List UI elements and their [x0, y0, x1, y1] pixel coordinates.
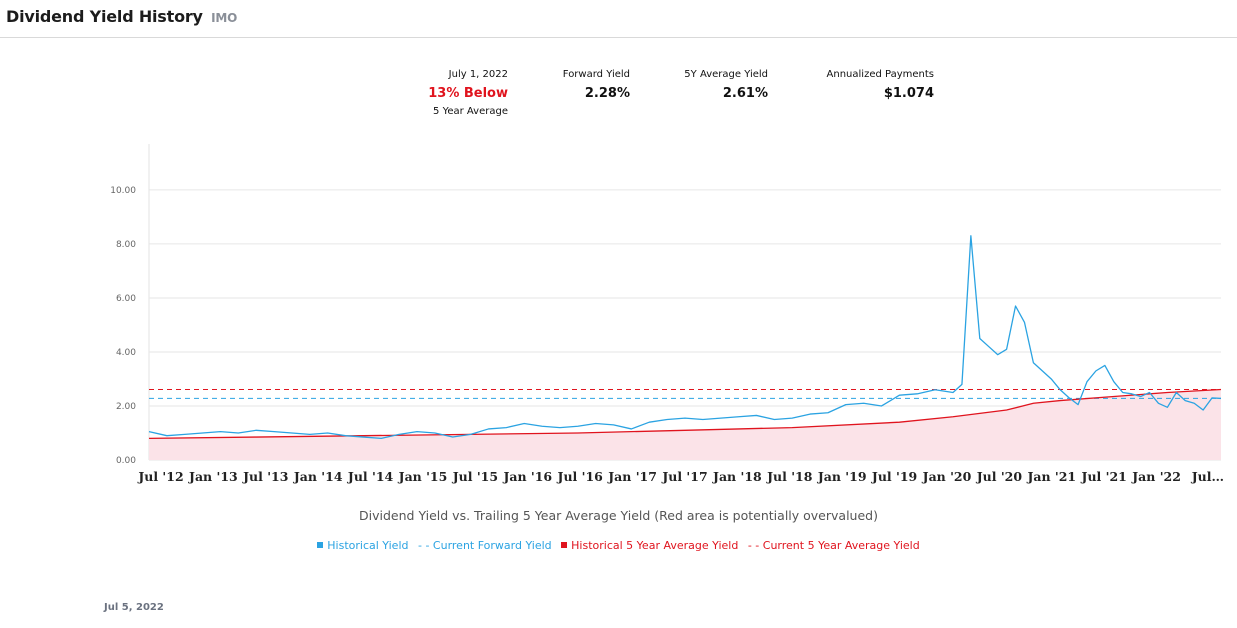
footer-date: Jul 5, 2022 — [104, 602, 164, 613]
x-tick-label: Jul '15 — [452, 469, 498, 484]
y-tick-label: 0.00 — [116, 456, 136, 466]
y-tick-label: 6.00 — [116, 294, 136, 304]
average-yield-value: 2.61% — [722, 86, 768, 101]
x-tick-label: Jul '12 — [137, 469, 183, 484]
x-tick-label: Jan '21 — [1026, 469, 1076, 484]
payments-label: Annualized Payments — [826, 69, 934, 80]
x-tick-label: Jul '20 — [976, 469, 1023, 484]
x-tick-label: Jan '17 — [607, 469, 657, 484]
average-yield-stat: 5Y Average Yield 2.61% — [660, 69, 768, 101]
y-tick-label: 8.00 — [116, 240, 136, 250]
stat-date-label: July 1, 2022 — [448, 69, 508, 80]
y-tick-label: 2.00 — [116, 402, 136, 412]
x-tick-label: Jul '16 — [557, 469, 604, 484]
ticker-symbol: IMO — [211, 11, 238, 25]
x-tick-label: Jan '15 — [398, 469, 448, 484]
annualized-payments-stat: Annualized Payments $1.074 — [810, 69, 934, 101]
stat-comparison-value: 13% Below — [428, 86, 508, 101]
dividend-yield-chart: 0.00 2.00 4.00 6.00 8.00 10.00 Jul '12 Jan '13 J… — [110, 144, 1224, 484]
x-tick-label: Jul '17 — [661, 469, 707, 484]
forward-yield-stat: Forward Yield 2.28% — [540, 69, 630, 101]
average-yield-label: 5Y Average Yield — [684, 69, 768, 80]
legend-square-icon — [317, 542, 324, 548]
legend-historical-label: Historical Yield — [327, 539, 409, 552]
chart-caption: Dividend Yield vs. Trailing 5 Year Avera… — [359, 508, 878, 523]
stat-comparison-sub: 5 Year Average — [433, 106, 508, 117]
x-tick-label: Jan '18 — [712, 469, 762, 484]
x-tick-label: Jul '19 — [871, 469, 917, 484]
x-tick-label: Jan '16 — [502, 469, 552, 484]
x-tick-label: Jan '20 — [922, 469, 972, 484]
x-tick-label: Jan '14 — [293, 469, 343, 484]
x-tick-label: Jul '13 — [242, 469, 288, 484]
legend-square-icon — [561, 542, 568, 548]
y-tick-label: 10.00 — [110, 186, 136, 196]
y-tick-label: 4.00 — [116, 348, 136, 358]
x-tick-label: Jul… — [1191, 469, 1224, 484]
title-text: Dividend Yield History — [6, 7, 203, 26]
historical-5y-average-line — [148, 388, 1222, 440]
legend-current-forward-yield[interactable]: - - Current Forward Yield — [417, 539, 552, 552]
legend-average-label: Historical 5 Year Average Yield — [571, 539, 739, 552]
x-tick-label: Jul '18 — [766, 469, 813, 484]
forward-yield-value: 2.28% — [584, 86, 630, 101]
chart-legend: Historical Yield - - Current Forward Yie… — [0, 539, 1237, 552]
x-tick-label: Jan '19 — [817, 469, 867, 484]
x-tick-label: Jan '13 — [188, 469, 238, 484]
payments-value: $1.074 — [883, 86, 934, 101]
yield-comparison-stat: July 1, 2022 13% Below 5 Year Average — [380, 69, 508, 117]
page-header: Dividend Yield History IMO — [0, 0, 1237, 38]
legend-current-average-yield[interactable]: - - Current 5 Year Average Yield — [747, 539, 920, 552]
forward-yield-label: Forward Yield — [562, 69, 630, 80]
legend-historical-average[interactable]: Historical 5 Year Average Yield — [561, 539, 738, 552]
overvalued-area — [149, 389, 1221, 460]
historical-yield-line — [148, 235, 1222, 440]
x-tick-label: Jan '22 — [1131, 469, 1181, 484]
x-tick-label: Jul '21 — [1081, 469, 1127, 484]
legend-historical-yield[interactable]: Historical Yield — [317, 539, 408, 552]
x-tick-label: Jul '14 — [347, 469, 394, 484]
page-title: Dividend Yield History IMO — [6, 7, 237, 26]
